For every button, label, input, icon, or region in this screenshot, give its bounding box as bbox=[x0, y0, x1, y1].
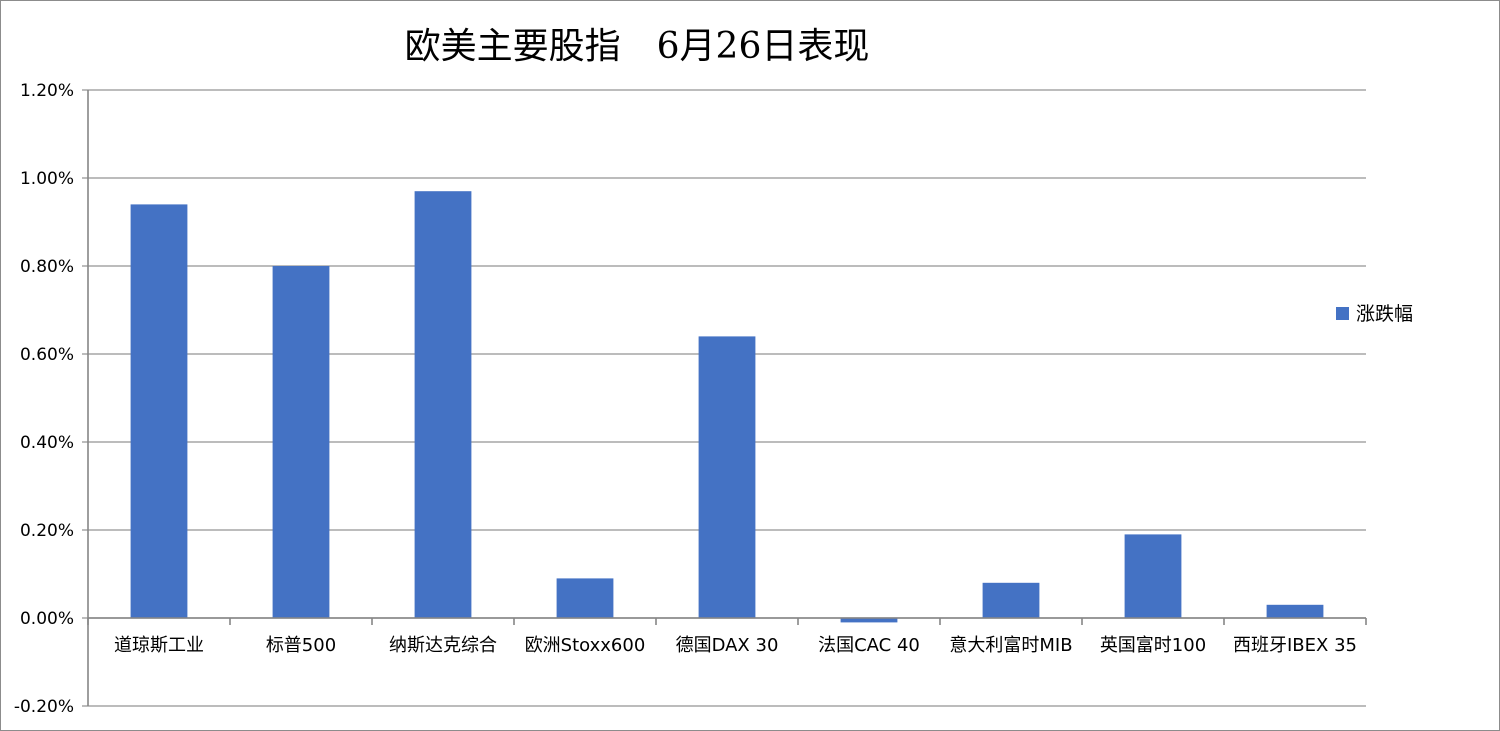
legend-swatch bbox=[1336, 307, 1349, 320]
y-tick-label: 1.00% bbox=[20, 169, 74, 189]
bar bbox=[556, 578, 614, 618]
x-category-label: 纳斯达克综合 bbox=[389, 635, 497, 656]
chart-title: 欧美主要股指 6月26日表现 bbox=[405, 26, 870, 67]
x-category-label: 西班牙IBEX 35 bbox=[1233, 635, 1357, 656]
bar bbox=[698, 336, 756, 618]
x-category-label: 道琼斯工业 bbox=[114, 635, 204, 656]
x-category-label: 标普500 bbox=[266, 635, 336, 656]
bar bbox=[272, 266, 330, 618]
legend-label: 涨跌幅 bbox=[1356, 303, 1413, 325]
bar bbox=[130, 204, 188, 618]
x-axis bbox=[87, 617, 1367, 625]
bars bbox=[130, 191, 1324, 623]
y-tick-label: 0.00% bbox=[20, 609, 74, 629]
x-category-label: 英国富时100 bbox=[1100, 635, 1206, 656]
x-category-label: 欧洲Stoxx600 bbox=[525, 635, 646, 656]
bar bbox=[982, 582, 1040, 618]
y-axis-tick-labels: -0.20% 0.00% 0.20% 0.40% 0.60% 0.80% 1.00% 1.20… bbox=[14, 81, 74, 717]
y-tick-label: 0.60% bbox=[20, 345, 74, 365]
bar bbox=[1124, 534, 1182, 618]
legend: 涨跌幅 bbox=[1336, 303, 1413, 325]
bar bbox=[1266, 604, 1324, 618]
x-axis-category-labels: 道琼斯工业 标普500 纳斯达克综合 欧洲Stoxx600 德国DAX 30 法国CAC … bbox=[114, 635, 1357, 656]
y-tick-label: 0.80% bbox=[20, 257, 74, 277]
y-tick-label: 0.40% bbox=[20, 433, 74, 453]
x-category-label: 德国DAX 30 bbox=[676, 635, 779, 656]
y-tick-label: 0.20% bbox=[20, 521, 74, 541]
bar bbox=[414, 191, 472, 618]
bar bbox=[840, 618, 898, 623]
x-category-label: 法国CAC 40 bbox=[818, 635, 920, 656]
y-tick-label: 1.20% bbox=[20, 81, 74, 101]
y-tick-label: -0.20% bbox=[14, 697, 74, 717]
x-category-label: 意大利富时MIB bbox=[949, 635, 1072, 656]
